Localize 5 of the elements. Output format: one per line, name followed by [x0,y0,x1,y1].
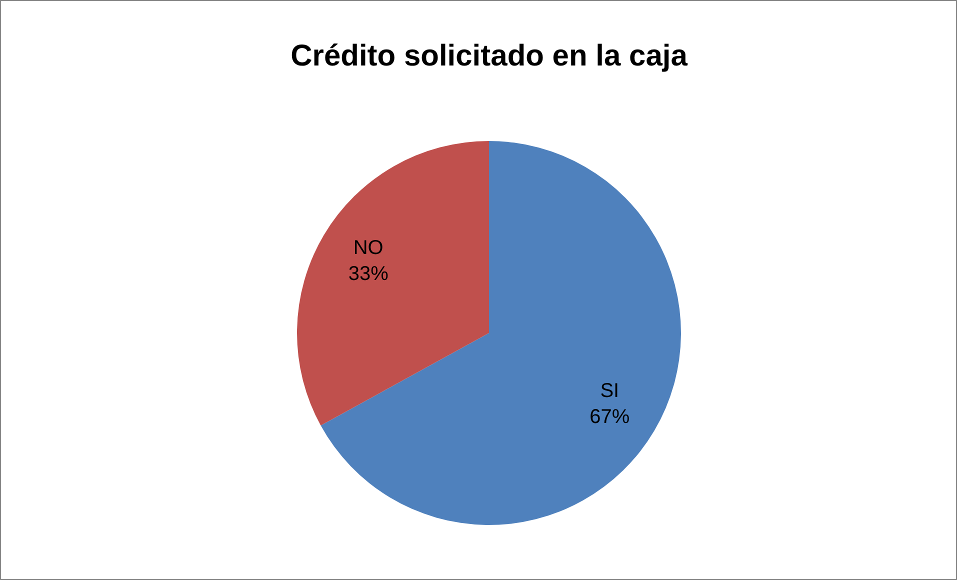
data-label: 33% [348,263,389,286]
data-label: 67% [590,406,630,428]
chart-title: Crédito solicitado en la caja [290,39,688,72]
slice-label: NO [353,237,384,260]
slice-label: SI [600,380,620,402]
